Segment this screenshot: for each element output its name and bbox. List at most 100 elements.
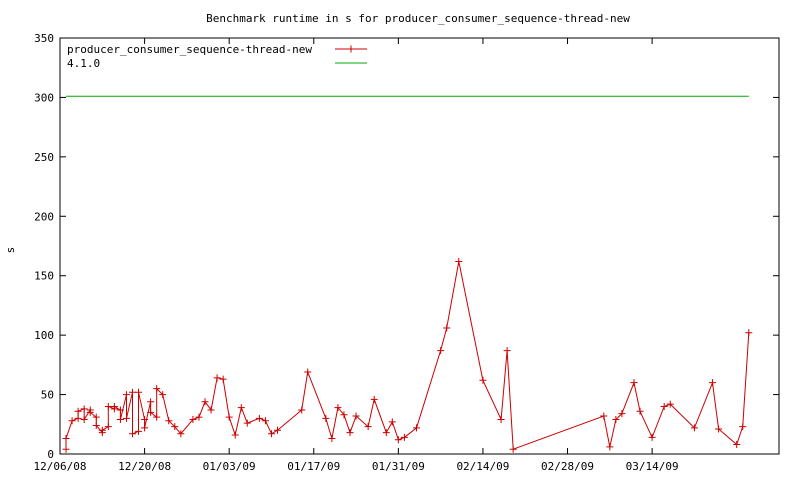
data-point-marker xyxy=(189,416,197,424)
data-point-marker xyxy=(195,413,203,421)
data-point-marker xyxy=(141,424,149,432)
data-point-marker xyxy=(509,445,517,453)
data-point-marker xyxy=(98,426,106,434)
data-point-marker xyxy=(630,379,638,387)
data-point-marker xyxy=(328,435,336,443)
data-point-marker xyxy=(116,406,124,414)
data-point-marker xyxy=(74,407,82,415)
y-tick-label: 150 xyxy=(34,270,54,283)
data-point-marker xyxy=(116,416,124,424)
data-point-marker xyxy=(352,412,360,420)
legend: producer_consumer_sequence-thread-new4.1… xyxy=(67,43,367,70)
data-point-marker xyxy=(340,411,348,419)
x-tick-label: 03/14/09 xyxy=(626,460,679,473)
data-point-marker xyxy=(122,391,130,399)
plot-area: 0 50 100 150 200 250 300 350 12/06/08 12/20/08 01/… xyxy=(34,32,780,473)
y-tick-label: 350 xyxy=(34,32,54,45)
data-point-marker xyxy=(80,405,88,413)
data-point-marker xyxy=(364,423,372,431)
data-point-marker xyxy=(141,416,149,424)
x-tick-label: 02/14/09 xyxy=(456,460,509,473)
data-point-marker xyxy=(177,430,185,438)
data-point-marker xyxy=(370,395,378,403)
data-point-marker xyxy=(600,412,608,420)
legend-entry-label: 4.1.0 xyxy=(67,57,100,70)
x-tick-label: 01/31/09 xyxy=(372,460,425,473)
data-point-marker xyxy=(666,400,674,408)
data-point-marker xyxy=(201,398,209,406)
legend-entry-marker xyxy=(347,45,355,53)
data-point-marker xyxy=(255,414,263,422)
data-point-marker xyxy=(443,324,451,332)
data-point-marker xyxy=(267,430,275,438)
data-point-marker xyxy=(497,416,505,424)
data-point-marker xyxy=(237,404,245,412)
legend-entry-label: producer_consumer_sequence-thread-new xyxy=(67,43,312,56)
y-tick-label: 0 xyxy=(47,448,54,461)
data-point-marker xyxy=(207,406,215,414)
data-point-marker xyxy=(225,413,233,421)
data-point-marker xyxy=(122,414,130,422)
data-point-marker xyxy=(92,421,100,429)
data-point-marker xyxy=(709,379,717,387)
x-tick-label: 12/06/08 xyxy=(34,460,87,473)
data-point-marker xyxy=(243,419,251,427)
data-point-marker xyxy=(274,426,282,434)
y-tick-label: 50 xyxy=(41,389,54,402)
data-point-marker xyxy=(636,407,644,415)
data-point-marker xyxy=(219,375,227,383)
data-point-marker xyxy=(231,431,239,439)
data-point-marker xyxy=(92,413,100,421)
data-point-marker xyxy=(322,414,330,422)
data-point-marker xyxy=(400,433,408,441)
y-tick-label: 100 xyxy=(34,329,54,342)
data-point-marker xyxy=(86,408,94,416)
data-point-marker xyxy=(394,436,402,444)
data-point-marker xyxy=(165,417,173,425)
data-point-marker xyxy=(213,374,221,382)
data-point-marker xyxy=(503,347,511,355)
data-point-marker xyxy=(304,368,312,376)
x-tick-label: 02/28/09 xyxy=(541,460,594,473)
data-point-marker xyxy=(648,433,656,441)
data-point-marker xyxy=(437,347,445,355)
data-point-marker xyxy=(129,430,137,438)
data-point-marker xyxy=(62,435,70,443)
data-point-marker xyxy=(129,388,137,396)
data-point-marker xyxy=(147,398,155,406)
data-point-marker xyxy=(110,402,118,410)
data-point-marker xyxy=(153,385,161,393)
data-point-marker xyxy=(346,429,354,437)
x-tick-label: 12/20/08 xyxy=(118,460,171,473)
data-point-marker xyxy=(104,423,112,431)
data-point-marker xyxy=(612,416,620,424)
y-tick-label: 250 xyxy=(34,151,54,164)
data-point-marker xyxy=(104,402,112,410)
data-point-marker xyxy=(62,445,70,453)
data-point-marker xyxy=(147,408,155,416)
data-point-marker xyxy=(153,413,161,421)
data-point-marker xyxy=(715,425,723,433)
y-tick-label: 200 xyxy=(34,210,54,223)
data-point-marker xyxy=(733,440,741,448)
data-point-marker xyxy=(739,423,747,431)
chart-title: Benchmark runtime in s for producer_cons… xyxy=(206,12,630,25)
data-point-marker xyxy=(74,414,82,422)
data-point-marker xyxy=(334,404,342,412)
data-point-marker xyxy=(455,257,463,265)
x-tick-label: 01/03/09 xyxy=(203,460,256,473)
plot-frame xyxy=(59,37,780,455)
data-point-marker xyxy=(388,418,396,426)
data-point-marker xyxy=(298,406,306,414)
y-axis-label: s xyxy=(4,247,17,254)
data-point-marker xyxy=(171,423,179,431)
data-point-marker xyxy=(479,376,487,384)
data-point-marker xyxy=(135,427,143,435)
data-point-marker xyxy=(745,329,753,337)
data-point-marker xyxy=(261,417,269,425)
data-point-marker xyxy=(135,388,143,396)
data-point-marker xyxy=(382,429,390,437)
data-point-marker xyxy=(606,443,614,451)
data-point-marker xyxy=(690,424,698,432)
